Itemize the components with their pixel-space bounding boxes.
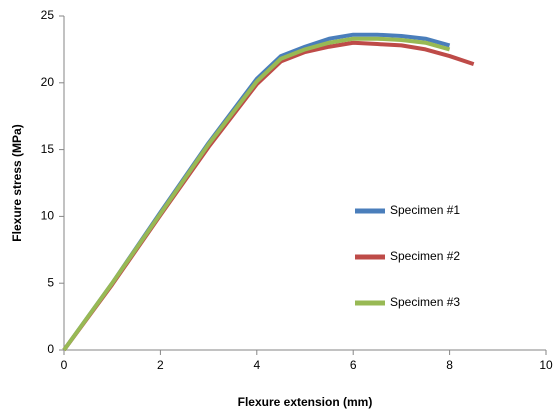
y-tick-label: 15 xyxy=(41,142,55,156)
x-tick-label: 10 xyxy=(539,358,553,372)
legend-label: Specimen #3 xyxy=(390,295,460,309)
x-tick-label: 0 xyxy=(61,358,68,372)
x-axis-title: Flexure extension (mm) xyxy=(238,395,373,409)
y-tick-label: 5 xyxy=(47,275,54,289)
y-axis-title: Flexure stress (MPa) xyxy=(10,124,24,241)
legend-label: Specimen #1 xyxy=(390,203,460,217)
x-tick-label: 8 xyxy=(446,358,453,372)
y-tick-label: 20 xyxy=(41,75,55,89)
line-series xyxy=(62,36,451,352)
y-tick-label: 25 xyxy=(41,8,55,22)
x-tick-label: 6 xyxy=(350,358,357,372)
y-tick-label: 0 xyxy=(47,342,54,356)
x-tick-label: 2 xyxy=(157,358,164,372)
x-tick-label: 4 xyxy=(253,358,260,372)
legend-label: Specimen #2 xyxy=(390,249,460,263)
y-tick-label: 10 xyxy=(41,209,55,223)
